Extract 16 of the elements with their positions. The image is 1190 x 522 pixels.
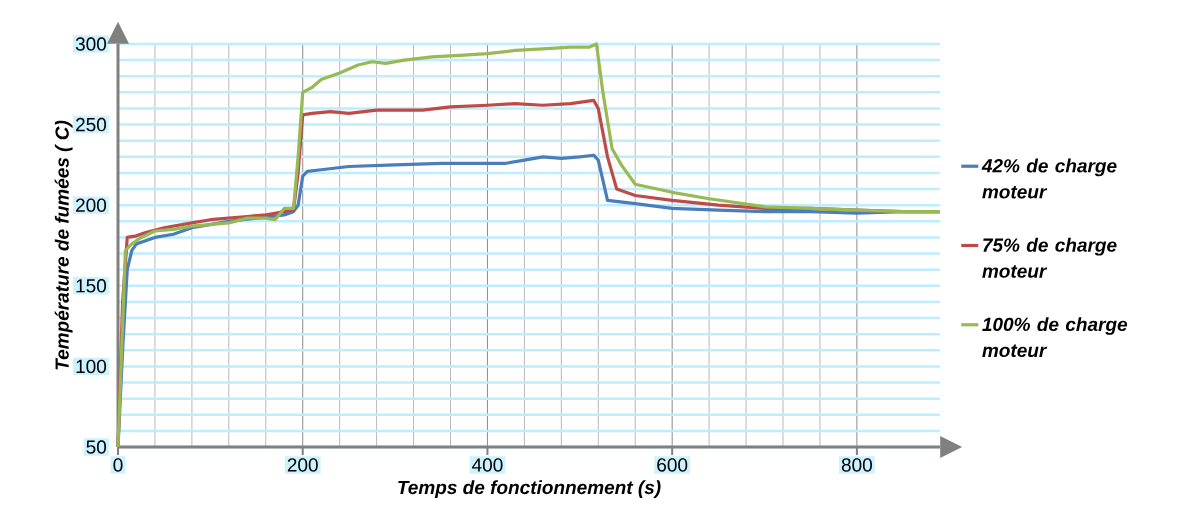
y-tick-label: 150 — [76, 279, 107, 293]
y-tick-label: 50 — [86, 440, 107, 454]
x-tick-label: 600 — [657, 458, 688, 472]
y-axis-title: Température de fumées ( C) — [54, 120, 73, 370]
y-tick-label: 200 — [76, 198, 107, 212]
x-tick-label: 200 — [287, 458, 318, 472]
x-tick-label: 0 — [113, 458, 123, 472]
legend-label: 75% de charge moteur — [982, 237, 1117, 278]
y-tick-label: 250 — [76, 117, 107, 132]
x-tick-label: 800 — [841, 458, 872, 472]
legend-label: 42% de charge moteur — [981, 158, 1117, 199]
x-axis-title: Temps de fonctionnement (s) — [398, 480, 661, 498]
legend-label: 100% de charge moteur — [982, 317, 1128, 358]
y-tick-label: 100 — [76, 359, 107, 374]
y-tick-label: 300 — [75, 37, 107, 51]
x-tick-label: 400 — [472, 458, 503, 472]
